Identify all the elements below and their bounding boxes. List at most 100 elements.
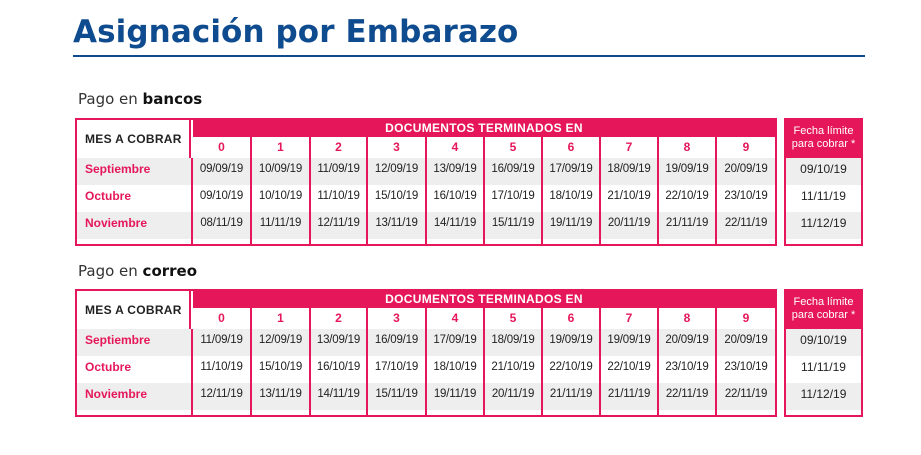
date-cell: 22/11/19 — [717, 383, 775, 410]
date-cell: 12/11/19 — [193, 383, 250, 410]
date-cell: 11/09/19 — [311, 158, 366, 185]
digit-column: 3 12/09/19 15/10/19 13/11/19 — [368, 137, 427, 244]
date-cell: 11/10/19 — [200, 361, 243, 373]
date-cell: 18/10/19 — [549, 190, 593, 202]
date-cell: 12/09/19 — [252, 329, 309, 356]
digit-column: 5 18/09/19 21/10/19 20/11/19 — [485, 308, 543, 415]
date-cell: 19/11/19 — [543, 212, 599, 239]
date-cell: 20/11/19 — [601, 212, 657, 239]
digit-header: 0 — [218, 311, 225, 325]
deadline-cell: 11/12/19 — [786, 212, 861, 239]
date-cell: 20/09/19 — [717, 158, 775, 185]
date-cell: 08/11/19 — [193, 212, 250, 239]
digit-header: 6 — [567, 311, 575, 325]
date-cell: 11/09/19 — [193, 329, 250, 356]
date-cell: 15/10/19 — [374, 190, 419, 202]
date-cell: 22/11/19 — [717, 212, 775, 239]
section-label: Pago en correo — [78, 262, 197, 280]
section-label-method: correo — [142, 262, 198, 280]
date-cell: 21/10/19 — [491, 361, 535, 373]
date-cell: 16/09/19 — [368, 329, 425, 356]
digit-header: 6 — [567, 140, 575, 154]
date-cell: 13/11/19 — [368, 212, 425, 239]
digit-header: 4 — [451, 140, 459, 154]
date-cell: 11/10/19 — [317, 190, 360, 202]
date-cell: 20/09/19 — [659, 329, 715, 356]
page-title: Asignación por Embarazo — [73, 14, 519, 50]
date-cell: 17/09/19 — [427, 329, 483, 356]
date-cell: 19/09/19 — [543, 329, 599, 356]
section-label-method: bancos — [142, 90, 203, 108]
digit-column: 2 11/09/19 11/10/19 12/11/19 — [311, 137, 368, 244]
month-label: Octubre — [85, 360, 132, 374]
date-cell: 16/10/19 — [433, 190, 477, 202]
date-cell: 13/09/19 — [311, 329, 366, 356]
digit-column: 9 20/09/19 23/10/19 22/11/19 — [717, 137, 775, 244]
digit-header: 1 — [277, 311, 284, 325]
digit-column: 8 20/09/19 23/10/19 22/11/19 — [659, 308, 717, 415]
date-cell: 13/09/19 — [427, 158, 483, 185]
month-label: Noviembre — [77, 212, 191, 239]
date-cell: 19/11/19 — [427, 383, 483, 410]
month-label: Noviembre — [77, 383, 191, 410]
date-cell: 17/09/19 — [543, 158, 599, 185]
digit-column: 7 18/09/19 21/10/19 20/11/19 — [601, 137, 659, 244]
digit-column: 0 11/09/19 11/10/19 12/11/19 — [193, 308, 252, 415]
deadline-header: Fecha límite para cobrar * — [786, 120, 861, 158]
mes-a-cobrar-header: MES A COBRAR — [77, 291, 191, 329]
date-cell: 10/10/19 — [258, 190, 303, 202]
date-cell: 22/11/19 — [659, 383, 715, 410]
digit-column: 1 12/09/19 15/10/19 13/11/19 — [252, 308, 311, 415]
month-label: Septiembre — [77, 158, 191, 185]
deadline-cell: 09/10/19 — [786, 329, 861, 356]
digit-header: 3 — [393, 311, 400, 325]
date-cell: 15/11/19 — [485, 212, 541, 239]
date-cell: 09/09/19 — [193, 158, 250, 185]
digit-column: 2 13/09/19 16/10/19 14/11/19 — [311, 308, 368, 415]
digit-header: 4 — [451, 311, 459, 325]
date-cell: 12/11/19 — [311, 212, 366, 239]
payment-table: MES A COBRAR DOCUMENTOS TERMINADOS EN Sept… — [75, 118, 777, 246]
digit-column: 1 10/09/19 10/10/19 11/11/19 — [252, 137, 311, 244]
digit-column: 0 09/09/19 09/10/19 08/11/19 — [193, 137, 252, 244]
digit-column: 6 19/09/19 22/10/19 21/11/19 — [543, 308, 601, 415]
date-cell: 20/09/19 — [717, 329, 775, 356]
digit-column: 4 17/09/19 18/10/19 19/11/19 — [427, 308, 485, 415]
date-cell: 18/09/19 — [485, 329, 541, 356]
documentos-header: DOCUMENTOS TERMINADOS EN — [193, 291, 775, 308]
date-cell: 23/10/19 — [724, 361, 768, 373]
deadline-cell: 11/12/19 — [786, 383, 861, 410]
digit-header: 3 — [393, 140, 400, 154]
date-cell: 21/11/19 — [601, 383, 657, 410]
digit-header: 7 — [625, 140, 633, 154]
date-cell: 16/10/19 — [316, 361, 361, 373]
date-cell: 21/11/19 — [543, 383, 599, 410]
deadline-table: Fecha límite para cobrar * 09/10/19 11/11/1… — [784, 118, 863, 246]
digit-column: 4 13/09/19 16/10/19 14/11/19 — [427, 137, 485, 244]
digit-header: 8 — [683, 311, 691, 325]
deadline-header-line1: Fecha límite — [793, 125, 854, 137]
date-cell: 23/10/19 — [665, 361, 709, 373]
digit-header: 5 — [509, 140, 517, 154]
digit-header: 0 — [218, 140, 225, 154]
digit-column: 6 17/09/19 18/10/19 19/11/19 — [543, 137, 601, 244]
date-cell: 11/11/19 — [252, 212, 309, 239]
date-cell: 14/11/19 — [427, 212, 483, 239]
column-divider — [191, 329, 193, 417]
date-cell: 10/09/19 — [252, 158, 309, 185]
date-cell: 23/10/19 — [724, 190, 768, 202]
digit-header: 2 — [335, 311, 342, 325]
date-cell: 19/09/19 — [659, 158, 715, 185]
section-label-prefix: Pago en — [78, 262, 143, 280]
date-cell: 16/09/19 — [485, 158, 541, 185]
deadline-table: Fecha límite para cobrar * 09/10/19 11/11/1… — [784, 289, 863, 417]
title-underline — [73, 55, 865, 57]
date-cell: 20/11/19 — [485, 383, 541, 410]
date-cell: 22/10/19 — [607, 361, 651, 373]
date-cell: 22/10/19 — [549, 361, 593, 373]
column-divider — [191, 158, 193, 246]
date-cell: 09/10/19 — [199, 190, 244, 202]
digit-column: 3 16/09/19 17/10/19 15/11/19 — [368, 308, 427, 415]
deadline-header-line2: para cobrar * — [791, 138, 856, 150]
date-cell: 18/09/19 — [601, 158, 657, 185]
